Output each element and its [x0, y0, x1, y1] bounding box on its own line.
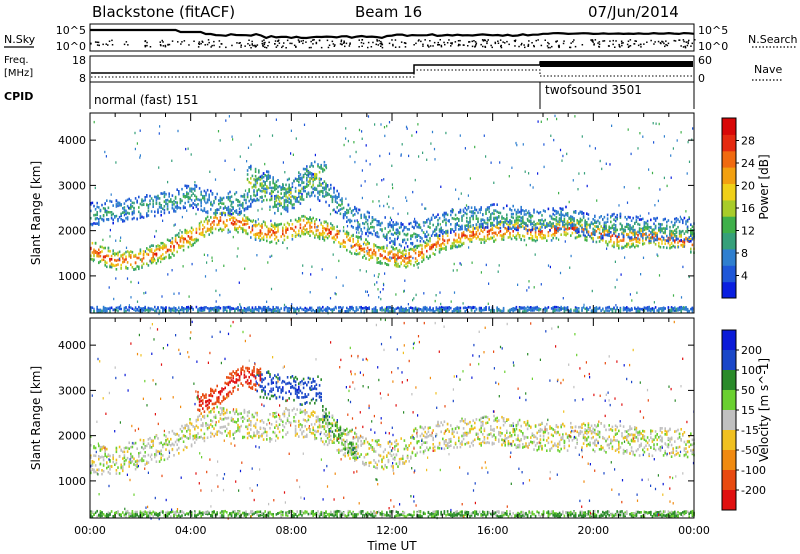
- power-colorbar-tick: 20: [741, 180, 755, 193]
- velocity-colorbar: Velocity [m s^-1] 200 100 50 15 -15 -50 -100 -2…: [721, 329, 771, 511]
- freq-panel: 18 8 60 0: [72, 54, 712, 85]
- ytick-label: 1000: [58, 270, 86, 283]
- power-panel: 1000 2000 3000 4000 Slant Range [km]: [29, 112, 695, 316]
- velocity-panel-frame: [89, 317, 695, 519]
- power-colorbar-tick: 16: [741, 202, 755, 215]
- ytick-label: 4000: [58, 339, 86, 352]
- ytick-label: 4000: [58, 134, 86, 147]
- cpid-mode-1: normal (fast) 151: [94, 93, 198, 107]
- velocity-yaxis: 1000 2000 3000 4000: [58, 339, 694, 488]
- nsky-tick-low: 10^0: [56, 40, 86, 53]
- xtick-label: 04:00: [175, 524, 207, 537]
- nsearch-series: [90, 39, 696, 49]
- freq-unit-label: [MHz]: [4, 68, 33, 79]
- power-panel-frame: [89, 112, 695, 314]
- power-colorbar-tick: 4: [741, 270, 748, 283]
- cpid-mode-2: twofsound 3501: [545, 83, 642, 97]
- xtick-label: 20:00: [577, 524, 609, 537]
- power-colorbar: Power [dB] 4 8 12 16 20 24 28: [721, 117, 771, 299]
- nave-tick-low: 0: [698, 72, 705, 85]
- velocity-colorbar-tick: 15: [741, 404, 755, 417]
- power-colorbar-tick: 12: [741, 225, 755, 238]
- xtick-label: 00:00: [74, 524, 106, 537]
- power-colorbar-label: Power [dB]: [757, 154, 771, 219]
- ytick-label: 2000: [58, 225, 86, 238]
- velocity-ylabel: Slant Range [km]: [29, 366, 43, 470]
- nsearch-label: N.Search: [748, 33, 798, 46]
- power-heatmap: [90, 114, 695, 316]
- velocity-colorbar-tick: -15: [741, 424, 759, 437]
- velocity-colorbar-tick: -50: [741, 444, 759, 457]
- nave-label: Nave: [754, 63, 782, 76]
- xtick-label: 12:00: [376, 524, 408, 537]
- radar-title: Blackstone (fitACF): [92, 3, 235, 21]
- nsky-tick-high: 10^5: [56, 24, 86, 37]
- power-colorbar-tick: 24: [741, 157, 755, 170]
- velocity-colorbar-tick: 50: [741, 384, 755, 397]
- velocity-heatmap: [90, 318, 695, 521]
- power-ylabel: Slant Range [km]: [29, 161, 43, 265]
- power-colorbar-tick: 8: [741, 247, 748, 260]
- freq-tick-high: 18: [72, 54, 86, 67]
- xtick-label: 16:00: [477, 524, 509, 537]
- nsky-series: [90, 28, 695, 40]
- power-yaxis: 1000 2000 3000 4000: [58, 134, 694, 283]
- ytick-label: 1000: [58, 475, 86, 488]
- cpid-panel: normal (fast) 151 twofsound 3501: [89, 82, 695, 109]
- nave-series: [91, 69, 693, 78]
- beam-label: Beam 16: [355, 3, 422, 21]
- velocity-colorbar-tick: 100: [741, 364, 762, 377]
- nsky-label: N.Sky: [4, 33, 36, 46]
- nsearch-tick-low: 10^0: [698, 40, 728, 53]
- velocity-colorbar-tick: -100: [741, 464, 766, 477]
- velocity-panel: 1000 2000 3000 4000 00:00 04:00 08:00 12:00 16:…: [29, 317, 710, 553]
- velocity-xaxis: 00:00 04:00 08:00 12:00 16:00 20:00 00:00: [74, 318, 710, 537]
- freq-tick-low: 8: [79, 72, 86, 85]
- ytick-label: 3000: [58, 384, 86, 397]
- velocity-colorbar-label: Velocity [m s^-1]: [757, 358, 771, 462]
- ytick-label: 3000: [58, 179, 86, 192]
- nsky-panel: 10^5 10^0 10^5 10^0: [56, 23, 728, 53]
- power-colorbar-tick: 28: [741, 135, 755, 148]
- velocity-colorbar-tick: 200: [741, 344, 762, 357]
- nave-tick-high: 60: [698, 54, 712, 67]
- freq-alternating-band: [540, 61, 693, 67]
- nsearch-tick-high: 10^5: [698, 24, 728, 37]
- xtick-label: 08:00: [275, 524, 307, 537]
- power-xaxis: [89, 113, 695, 313]
- date-label: 07/Jun/2014: [588, 3, 679, 21]
- cpid-label: CPID: [4, 90, 33, 103]
- velocity-colorbar-tick: -200: [741, 484, 766, 497]
- time-axis-label: Time UT: [366, 539, 417, 553]
- freq-label: Freq.: [4, 55, 29, 66]
- xtick-label: 00:00: [678, 524, 710, 537]
- ytick-label: 2000: [58, 430, 86, 443]
